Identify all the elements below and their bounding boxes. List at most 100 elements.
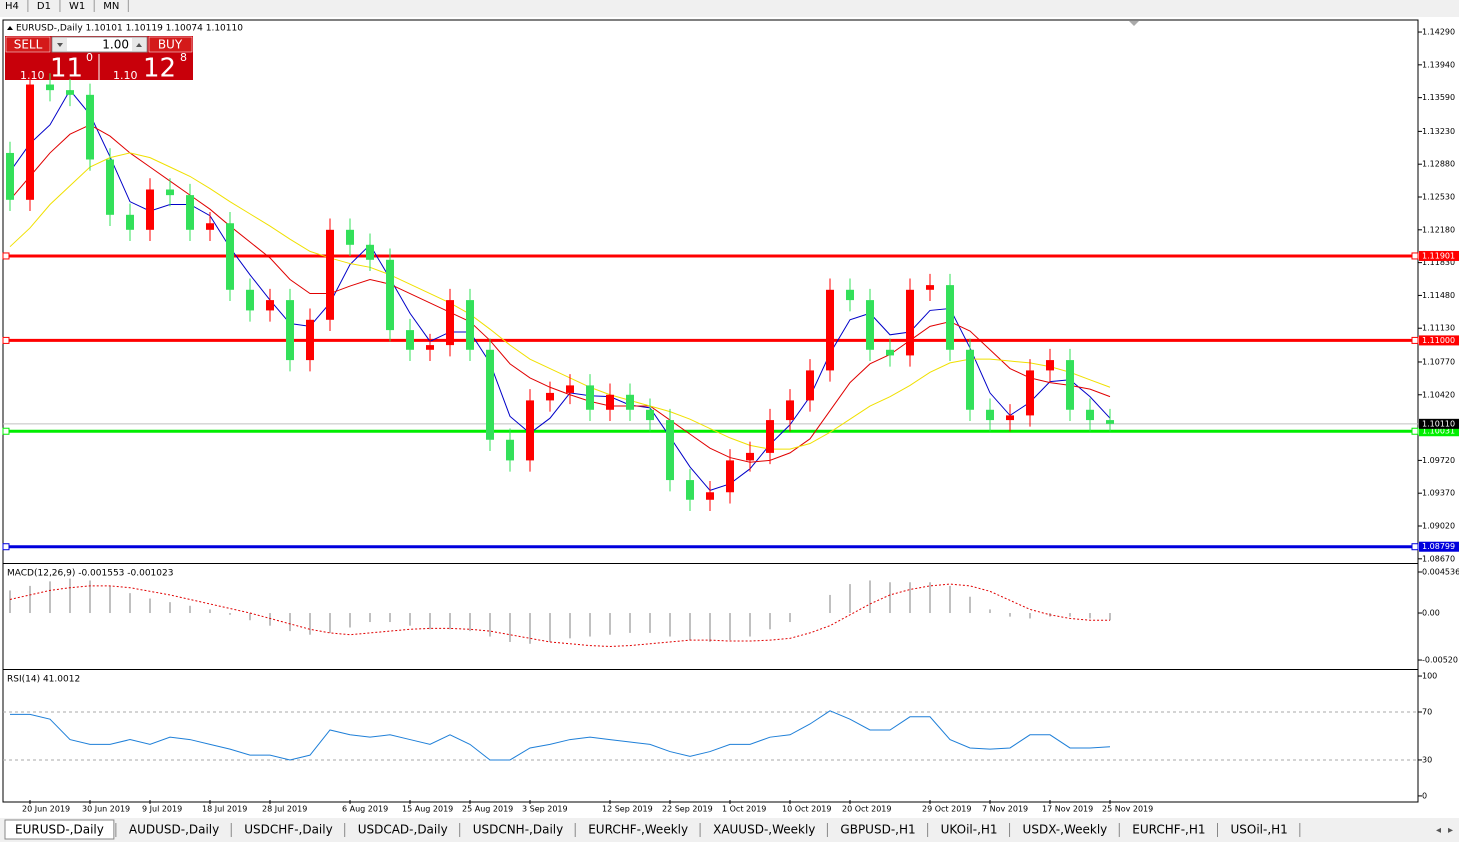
timeframe-button[interactable]: MN bbox=[103, 1, 119, 12]
candle-body bbox=[586, 385, 594, 410]
candle-body bbox=[406, 330, 414, 350]
level-handle[interactable] bbox=[2, 336, 10, 344]
y-tick-label: 100 bbox=[1422, 672, 1437, 681]
level-handle[interactable] bbox=[1411, 336, 1419, 344]
x-tick-label: 1 Oct 2019 bbox=[722, 805, 766, 814]
level-label: 1.11901 bbox=[1422, 251, 1455, 260]
tab-label[interactable]: USDCHF-,Daily bbox=[244, 823, 332, 837]
rsi-line bbox=[10, 710, 1111, 761]
scroll-right[interactable]: ▸ bbox=[1448, 825, 1453, 836]
candle-body bbox=[706, 492, 714, 500]
y-tick-label: 1.12530 bbox=[1422, 193, 1455, 202]
candle-body bbox=[386, 259, 394, 331]
level-handle[interactable] bbox=[2, 427, 10, 435]
candle-body bbox=[186, 195, 194, 230]
collapse-icon[interactable] bbox=[7, 26, 13, 30]
x-tick-label: 3 Sep 2019 bbox=[522, 805, 568, 814]
candle-body bbox=[226, 223, 234, 290]
timeframe-button[interactable]: D1 bbox=[37, 1, 51, 12]
candle-body bbox=[786, 400, 794, 421]
candle-body bbox=[66, 90, 74, 95]
x-tick-label: 17 Nov 2019 bbox=[1042, 805, 1093, 814]
candle-body bbox=[726, 460, 734, 493]
candle-body bbox=[766, 420, 774, 453]
candle-body bbox=[426, 345, 434, 350]
tab-label[interactable]: EURUSD-,Daily bbox=[15, 823, 104, 837]
level-label-bg bbox=[1419, 426, 1459, 437]
candle-body bbox=[1046, 360, 1054, 371]
tab-label[interactable]: USDCAD-,Daily bbox=[358, 823, 448, 837]
candle-body bbox=[366, 244, 374, 260]
x-tick-label: 20 Oct 2019 bbox=[842, 805, 891, 814]
candle-body bbox=[1086, 409, 1094, 421]
buy-price-prefix[interactable]: 1.10 bbox=[113, 69, 138, 82]
candle-body bbox=[966, 349, 974, 410]
level-handle[interactable] bbox=[2, 252, 10, 260]
moving-average bbox=[9, 152, 1111, 450]
level-label-bg bbox=[1419, 335, 1459, 346]
y-tick-label: 1.11130 bbox=[1422, 324, 1455, 333]
tab-label[interactable]: GBPUSD-,H1 bbox=[840, 823, 915, 837]
x-tick-label: 9 Jul 2019 bbox=[142, 805, 182, 814]
x-tick-label: 12 Sep 2019 bbox=[602, 805, 653, 814]
candle-body bbox=[606, 394, 614, 410]
price-label-bg bbox=[1419, 418, 1459, 429]
tab-label[interactable]: UKOil-,H1 bbox=[941, 823, 998, 837]
candle-body bbox=[626, 394, 634, 410]
arrow-icon bbox=[57, 43, 63, 47]
candle-body bbox=[906, 289, 914, 356]
candle-body bbox=[106, 159, 114, 215]
x-tick-label: 29 Oct 2019 bbox=[922, 805, 971, 814]
tab-bar bbox=[0, 818, 1459, 842]
x-tick-label: 20 Jun 2019 bbox=[22, 805, 70, 814]
candle-body bbox=[206, 223, 214, 230]
level-handle[interactable] bbox=[1411, 427, 1419, 435]
buy-button[interactable] bbox=[148, 36, 193, 53]
sell-price-prefix[interactable]: 1.10 bbox=[20, 69, 45, 82]
tab-label[interactable]: EURCHF-,Weekly bbox=[588, 823, 688, 837]
buy-price-big[interactable]: 12 bbox=[143, 54, 176, 84]
x-tick-label: 25 Aug 2019 bbox=[462, 805, 513, 814]
candle-body bbox=[746, 452, 754, 461]
candle-body bbox=[1026, 370, 1034, 416]
level-handle[interactable] bbox=[2, 543, 10, 551]
sell-price-big[interactable]: 11 bbox=[50, 54, 83, 84]
timeframe-button[interactable]: H4 bbox=[5, 1, 19, 12]
x-tick-label: 15 Aug 2019 bbox=[402, 805, 453, 814]
candle-body bbox=[666, 420, 674, 481]
scroll-left[interactable]: ◂ bbox=[1436, 825, 1441, 836]
sell-price-sup[interactable]: 0 bbox=[86, 51, 93, 64]
buy-label[interactable]: BUY bbox=[158, 38, 183, 52]
buy-price-sup[interactable]: 8 bbox=[180, 51, 187, 64]
level-label-bg bbox=[1419, 541, 1459, 552]
x-tick-label: 25 Nov 2019 bbox=[1102, 805, 1153, 814]
tab-label[interactable]: USDCNH-,Daily bbox=[473, 823, 564, 837]
tab-label[interactable]: AUDUSD-,Daily bbox=[129, 823, 219, 837]
lot-input[interactable] bbox=[51, 36, 148, 53]
price-label: 1.10110 bbox=[1422, 419, 1455, 428]
active-tab[interactable] bbox=[4, 819, 115, 840]
x-tick-label: 22 Sep 2019 bbox=[662, 805, 713, 814]
sell-button[interactable] bbox=[5, 36, 51, 53]
y-tick-label: 1.09370 bbox=[1422, 489, 1455, 498]
tab-label[interactable]: USOil-,H1 bbox=[1231, 823, 1288, 837]
lot-value[interactable]: 1.00 bbox=[102, 38, 129, 52]
x-tick-label: 18 Jul 2019 bbox=[202, 805, 247, 814]
candle-body bbox=[1066, 360, 1074, 410]
level-handle[interactable] bbox=[1411, 252, 1419, 260]
tab-label[interactable]: XAUUSD-,Weekly bbox=[713, 823, 815, 837]
tab-label[interactable]: USDX-,Weekly bbox=[1023, 823, 1108, 837]
macd-title: MACD(12,26,9) -0.001553 -0.001023 bbox=[7, 569, 173, 579]
y-tick-label: 70 bbox=[1422, 708, 1432, 717]
candle-body bbox=[486, 349, 494, 440]
candle-body bbox=[806, 370, 814, 401]
sell-label[interactable]: SELL bbox=[14, 38, 43, 52]
x-tick-label: 7 Nov 2019 bbox=[982, 805, 1028, 814]
level-handle[interactable] bbox=[1411, 543, 1419, 551]
timeframe-button[interactable]: W1 bbox=[69, 1, 85, 12]
y-tick-label: 1.11830 bbox=[1422, 258, 1455, 267]
tab-label[interactable]: EURCHF-,H1 bbox=[1132, 823, 1205, 837]
toolbar bbox=[0, 0, 1459, 17]
chart-title: EURUSD-,Daily 1.10101 1.10119 1.10074 1.… bbox=[16, 24, 243, 34]
